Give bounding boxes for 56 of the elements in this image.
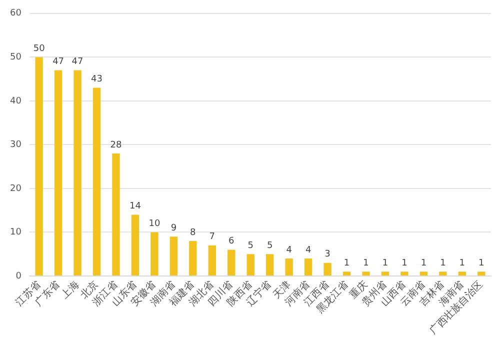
y-tick-label: 30 — [10, 140, 22, 150]
bar — [92, 88, 101, 276]
data-label: 1 — [478, 258, 484, 268]
bar — [342, 272, 351, 276]
data-label: 1 — [382, 258, 388, 268]
data-label: 5 — [266, 240, 273, 251]
data-label: 3 — [324, 250, 330, 260]
bar — [74, 70, 82, 276]
bar — [208, 245, 216, 276]
data-label: 9 — [170, 223, 177, 234]
bar — [285, 258, 293, 276]
data-label: 5 — [248, 240, 254, 251]
bar — [246, 254, 254, 276]
y-tick-label: 60 — [10, 8, 22, 19]
bar — [400, 272, 408, 276]
bar — [189, 241, 197, 276]
data-label: 47 — [72, 57, 84, 68]
y-tick-label: 50 — [10, 52, 22, 63]
bar — [112, 153, 120, 276]
bar — [228, 250, 236, 276]
bar — [324, 262, 332, 276]
data-label: 1 — [402, 258, 408, 268]
data-label: 1 — [344, 258, 350, 268]
bar — [478, 272, 486, 276]
data-label: 1 — [420, 258, 427, 268]
bar — [35, 57, 43, 276]
bar — [362, 272, 370, 276]
bar — [420, 272, 428, 276]
data-label: 28 — [110, 140, 122, 150]
bar — [131, 214, 140, 276]
data-label: 50 — [33, 44, 46, 54]
bar — [150, 232, 158, 276]
data-label: 14 — [129, 202, 142, 212]
bar — [304, 258, 312, 276]
bar — [381, 272, 390, 276]
data-label: 47 — [52, 57, 64, 68]
data-label: 4 — [286, 245, 292, 256]
bar — [54, 70, 62, 276]
y-tick-label: 0 — [16, 271, 22, 282]
bar — [170, 236, 178, 276]
data-label: 1 — [459, 258, 466, 268]
x-tick-label: 上海 — [58, 278, 82, 302]
data-label: 7 — [209, 232, 216, 242]
bar — [439, 272, 447, 276]
data-label: 4 — [305, 245, 312, 256]
bar — [458, 272, 466, 276]
data-label: 1 — [440, 258, 446, 268]
y-tick-label: 10 — [10, 228, 22, 238]
bar — [266, 254, 274, 276]
data-label: 43 — [91, 74, 102, 85]
data-label: 6 — [228, 236, 235, 247]
data-label: 10 — [148, 219, 160, 230]
y-tick-label: 20 — [10, 184, 22, 194]
y-tick-label: 40 — [10, 96, 22, 106]
data-label: 1 — [363, 258, 369, 268]
data-label: 8 — [190, 228, 196, 238]
